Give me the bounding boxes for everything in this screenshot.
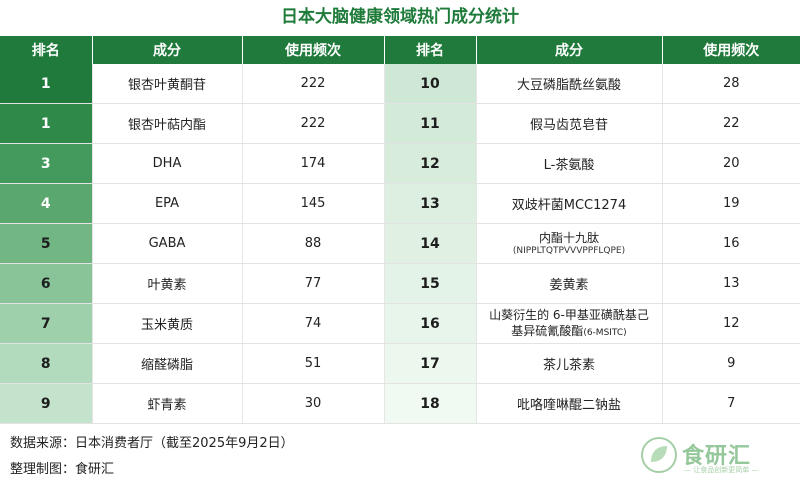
table-row: 1 银杏叶黄酮苷 222 10 大豆磷脂酰丝氨酸 28 [0,64,800,104]
rank-cell: 13 [384,183,477,224]
rank-cell: 3 [0,143,93,184]
ingredient-cell: 玉米黄质 [92,303,243,344]
table-row: 7 玉米黄质 74 16 山葵衍生的 6-甲基亚磺酰基己 基异硫氰酸酯(6-MSITC) 1… [0,303,800,344]
count-cell: 19 [662,183,800,224]
ingredient-cell: 茶儿茶素 [476,343,663,384]
rank-cell: 12 [384,143,477,184]
rank-cell: 4 [0,183,93,224]
count-cell: 222 [242,103,385,144]
header-count-right: 使用频次 [662,36,800,64]
ingredient-cell: 双歧杆菌MCC1274 [476,183,663,224]
rank-cell: 9 [0,383,93,424]
ingredient-name-line1: 山葵衍生的 6-甲基亚磺酰基己 [489,307,649,322]
count-cell: 7 [662,383,800,424]
count-cell: 12 [662,303,800,344]
ingredient-name-line2: 基异硫氰酸酯(6-MSITC) [477,323,662,341]
rank-cell: 1 [0,103,93,144]
ingredient-cell: 假马齿苋皂苷 [476,103,663,144]
table-row: 3 DHA 174 12 L-茶氨酸 20 [0,143,800,184]
ingredient-cell: 银杏叶黄酮苷 [92,64,243,104]
rank-cell: 10 [384,64,477,104]
rank-cell: 7 [0,303,93,344]
count-cell: 174 [242,143,385,184]
ingredient-abbrev: (6-MSITC) [583,327,627,338]
table-row: 8 缩醛磷脂 51 17 茶儿茶素 9 [0,343,800,384]
rank-cell: 16 [384,303,477,344]
rank-cell: 11 [384,103,477,144]
ingredient-cell: 姜黄素 [476,263,663,304]
ingredient-table: 排名 成分 使用频次 排名 成分 使用频次 1 银杏叶黄酮苷 222 10 大豆磷脂酰丝… [0,36,800,426]
ingredient-cell: 内酯十九肽 (NIPPLTQTPVVVPPFLQPE) [476,223,663,264]
table-header-row: 排名 成分 使用频次 排名 成分 使用频次 [0,36,800,64]
count-cell: 9 [662,343,800,384]
count-cell: 22 [662,103,800,144]
logo-slogan: — 让食品创新更简单 — [684,466,759,474]
header-rank-right: 排名 [384,36,477,64]
ingredient-cell: L-茶氨酸 [476,143,663,184]
leaf-logo-icon [641,437,677,473]
table-row: 4 EPA 145 13 双歧杆菌MCC1274 19 [0,183,800,224]
ingredient-name-text: 基异硫氰酸酯 [511,323,584,338]
ingredient-cell: 叶黄素 [92,263,243,304]
rank-cell: 17 [384,343,477,384]
ingredient-cell: GABA [92,223,243,264]
table-row: 1 银杏叶萜内酯 222 11 假马齿苋皂苷 22 [0,103,800,144]
table-row: 9 虾青素 30 18 吡咯喹啉醌二钠盐 7 [0,383,800,424]
ingredient-cell: 虾青素 [92,383,243,424]
rank-cell: 18 [384,383,477,424]
count-cell: 145 [242,183,385,224]
rank-cell: 15 [384,263,477,304]
rank-cell: 8 [0,343,93,384]
count-cell: 88 [242,223,385,264]
header-ingredient-right: 成分 [476,36,663,64]
count-cell: 77 [242,263,385,304]
count-cell: 74 [242,303,385,344]
data-source-note: 数据来源：日本消费者厅（截至2025年9月2日） [10,436,294,451]
count-cell: 30 [242,383,385,424]
brand-logo: 食研汇 — 让食品创新更简单 — [640,436,790,476]
rank-cell: 14 [384,223,477,264]
page-title: 日本大脑健康领域热门成分统计 [281,7,519,27]
count-cell: 20 [662,143,800,184]
table-row: 6 叶黄素 77 15 姜黄素 13 [0,263,800,304]
rank-cell: 1 [0,64,93,104]
count-cell: 16 [662,223,800,264]
rank-cell: 6 [0,263,93,304]
count-cell: 51 [242,343,385,384]
header-count-left: 使用频次 [242,36,385,64]
table-row: 5 GABA 88 14 内酯十九肽 (NIPPLTQTPVVVPPFLQPE) 16 [0,223,800,264]
count-cell: 222 [242,64,385,104]
ingredient-cell: 银杏叶萜内酯 [92,103,243,144]
ingredient-cell: DHA [92,143,243,184]
header-ingredient-left: 成分 [92,36,243,64]
ingredient-cell: 缩醛磷脂 [92,343,243,384]
header-rank-left: 排名 [0,36,93,64]
ingredient-cell: 吡咯喹啉醌二钠盐 [476,383,663,424]
ingredient-name: 内酯十九肽 [538,231,599,245]
count-cell: 28 [662,64,800,104]
ingredient-sequence: (NIPPLTQTPVVVPPFLQPE) [512,246,626,256]
count-cell: 13 [662,263,800,304]
rank-cell: 5 [0,223,93,264]
logo-name: 食研汇 [682,444,752,469]
compiled-by-note: 整理制图：食研汇 [10,462,115,477]
ingredient-cell: 山葵衍生的 6-甲基亚磺酰基己 基异硫氰酸酯(6-MSITC) [476,303,663,344]
ingredient-cell: EPA [92,183,243,224]
ingredient-cell: 大豆磷脂酰丝氨酸 [476,64,663,104]
